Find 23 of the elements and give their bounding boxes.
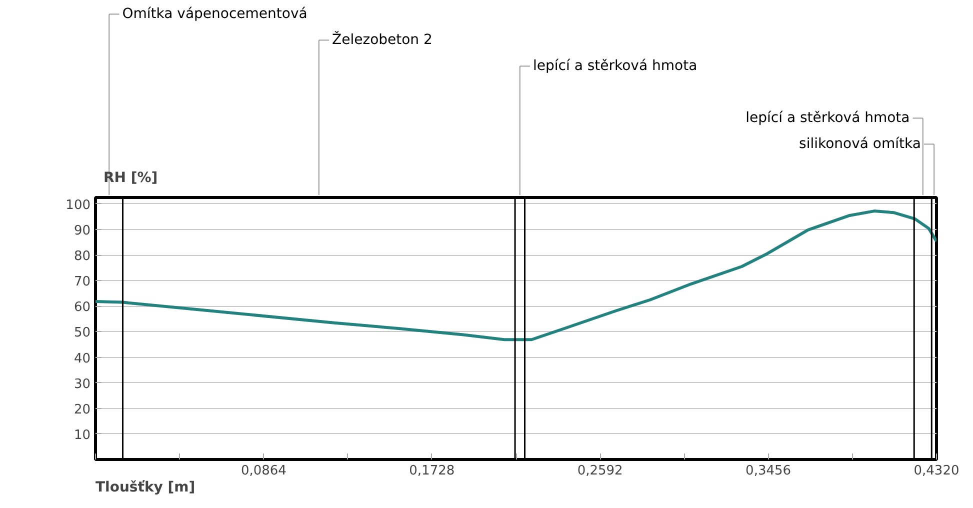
y-axis-title: RH [%] xyxy=(104,170,158,186)
x-tick-label: 0,0864 xyxy=(240,464,286,478)
y-tick-label: 30 xyxy=(74,376,91,392)
y-tick-label: 50 xyxy=(74,326,91,341)
text: silikonová omítka xyxy=(799,136,921,152)
x-axis-title: Tloušťky [m] xyxy=(96,480,196,496)
text: Železobeton 2 xyxy=(332,31,432,48)
x-tick-label: 0,3456 xyxy=(746,464,792,478)
y-tick-label: 20 xyxy=(74,402,91,418)
x-tick-label: 0,2592 xyxy=(577,464,623,478)
text: Omítka vápenocementová xyxy=(122,6,308,22)
y-tick-label: 90 xyxy=(74,223,91,238)
x-tick-label: 0,1728 xyxy=(409,464,455,478)
y-tick-label: 40 xyxy=(74,351,91,366)
x-tick-label: 0,4320 xyxy=(914,464,960,478)
y-tick-label: 70 xyxy=(74,274,91,290)
text: lepící a stěrková hmota xyxy=(746,110,910,126)
y-tick-label: 80 xyxy=(74,249,91,264)
y-tick-label: 100 xyxy=(66,198,91,213)
y-tick-label: 60 xyxy=(74,300,91,316)
text: lepící a stěrková hmota xyxy=(533,58,698,74)
line-series xyxy=(96,210,936,342)
y-tick-label: 10 xyxy=(74,428,91,443)
